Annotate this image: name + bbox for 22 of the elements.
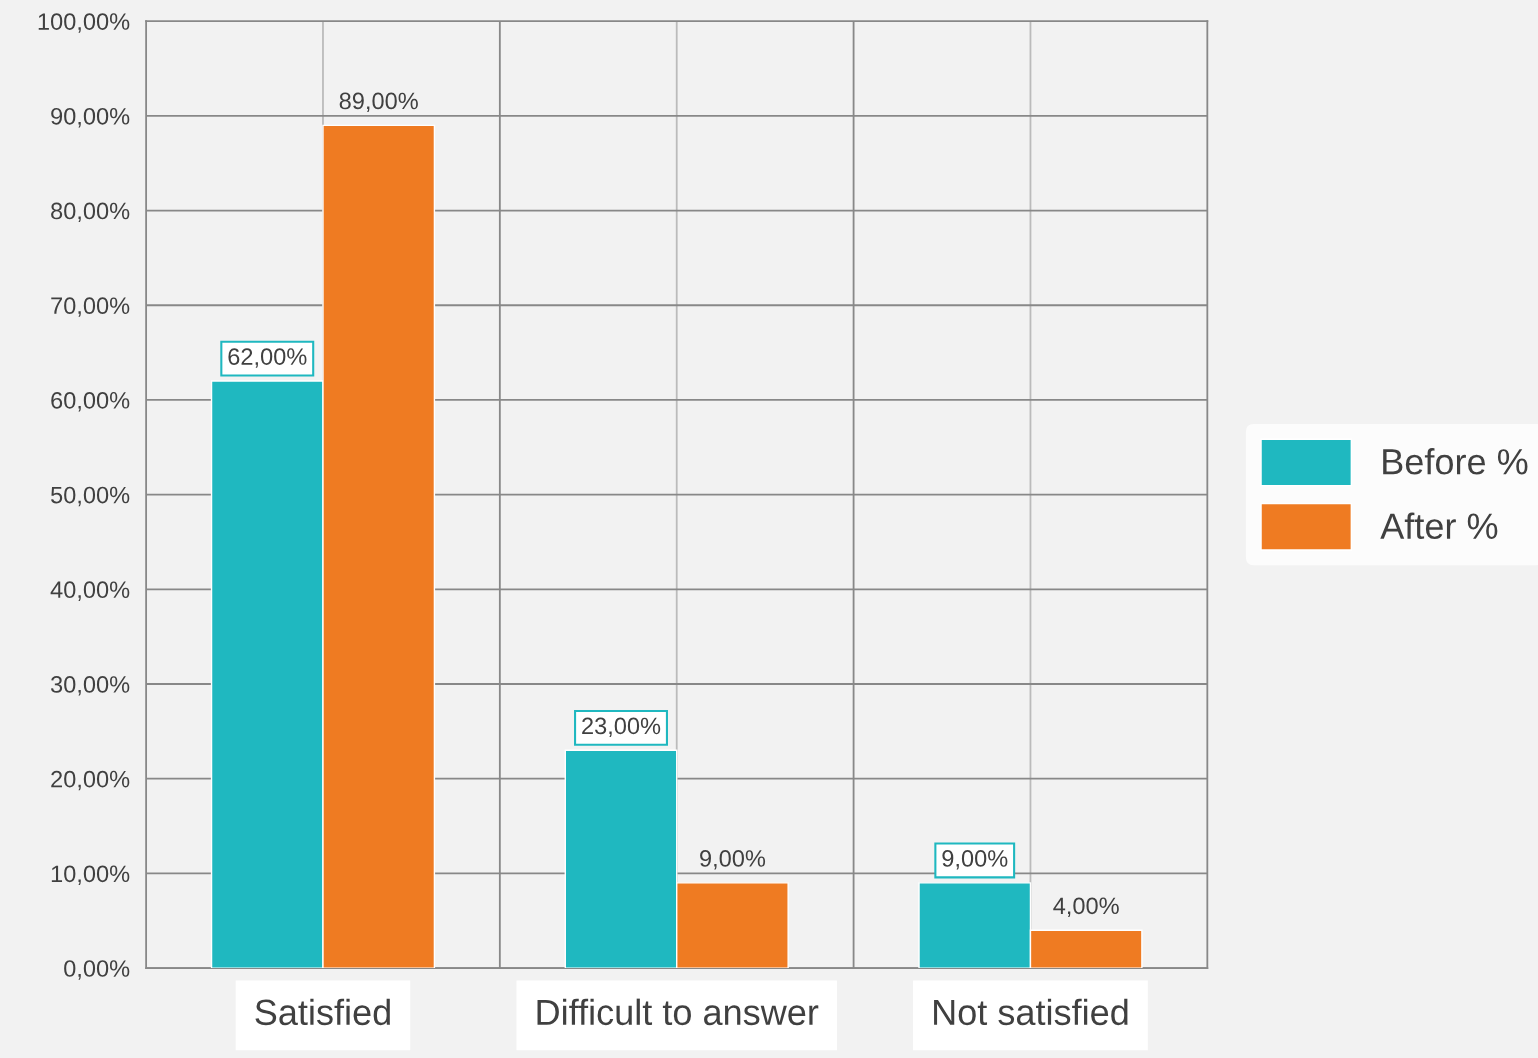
y-tick-label: 70,00% [51,297,130,317]
data-label: 9,00% [700,850,766,870]
x-tick-label: Not satisfied [934,998,1128,1026]
y-tick-label: 80,00% [51,202,130,223]
legend-label: Before % [1383,448,1528,475]
y-tick-label: 10,00% [51,865,130,885]
x-tick-label: Satisfied [255,998,390,1026]
data-label: 62,00% [228,348,307,368]
y-tick-label: 100,00% [38,13,130,33]
x-tick-label: Difficult to answer [537,998,819,1026]
y-tick-label: 20,00% [51,770,130,791]
data-label: 89,00% [339,92,418,113]
data-label: 4,00% [1053,897,1119,917]
y-tick-label: 0,00% [64,960,130,980]
y-tick-label: 50,00% [51,486,130,507]
y-tick-label: 60,00% [51,391,130,412]
y-tick-label: 40,00% [50,581,130,601]
legend-label: After % [1380,512,1498,540]
y-tick-label: 90,00% [51,107,130,128]
y-tick-label: 30,00% [50,676,130,696]
data-label: 23,00% [582,717,661,738]
data-label: 9,00% [942,850,1008,870]
